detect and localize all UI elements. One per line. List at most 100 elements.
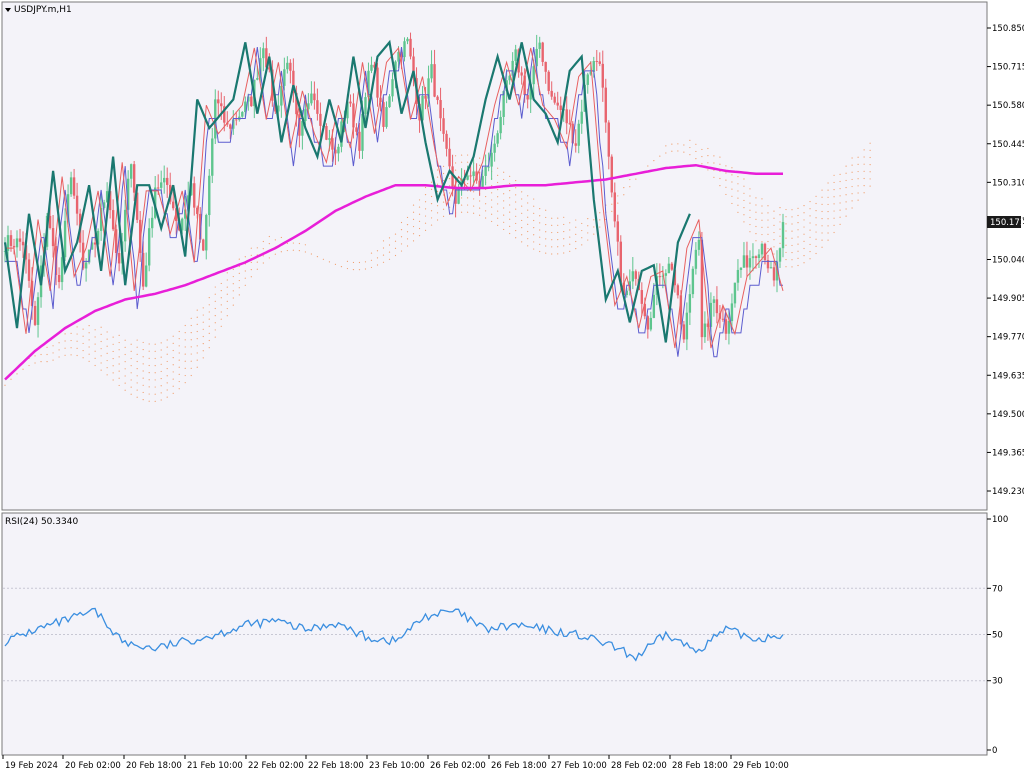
cloud-dot bbox=[533, 219, 535, 222]
cloud-dot bbox=[737, 190, 739, 192]
cloud-dot bbox=[803, 212, 805, 214]
cloud-dot bbox=[815, 238, 817, 240]
cloud-dot bbox=[148, 400, 150, 402]
cloud-dot bbox=[172, 371, 174, 373]
cloud-dot bbox=[298, 242, 300, 245]
cloud-dot bbox=[274, 253, 276, 255]
candle-body bbox=[6, 235, 10, 251]
candle-body bbox=[361, 113, 364, 151]
candle-body bbox=[295, 92, 298, 115]
cloud-dot bbox=[749, 195, 751, 197]
cloud-dot bbox=[118, 349, 120, 351]
cloud-dot bbox=[803, 205, 805, 207]
cloud-dot bbox=[563, 216, 565, 218]
cloud-dot bbox=[863, 156, 865, 158]
y-tick-label: 149.230 bbox=[992, 487, 1024, 497]
candle-body bbox=[715, 299, 719, 314]
rsi-tick-label: 50 bbox=[992, 631, 1003, 641]
cloud-dot bbox=[232, 297, 234, 299]
cloud-dot bbox=[815, 217, 817, 219]
cloud-dot bbox=[497, 189, 499, 191]
cloud-dot bbox=[88, 332, 90, 334]
cloud-dot bbox=[430, 195, 433, 198]
cloud-dot bbox=[803, 247, 805, 250]
candle-body bbox=[529, 84, 532, 100]
candle-body bbox=[241, 112, 244, 117]
candle-body bbox=[93, 242, 97, 245]
candle-body bbox=[733, 282, 737, 304]
candle-body bbox=[619, 241, 622, 283]
cloud-dot bbox=[184, 374, 186, 377]
cloud-dot bbox=[376, 257, 379, 259]
cloud-dot bbox=[473, 191, 475, 193]
cloud-dot bbox=[563, 230, 565, 233]
cloud-dot bbox=[785, 230, 787, 232]
cloud-dot bbox=[785, 244, 787, 246]
candle-body bbox=[319, 113, 322, 126]
cloud-dot bbox=[280, 251, 282, 253]
cloud-dot bbox=[773, 210, 775, 212]
cloud-dot bbox=[869, 171, 871, 173]
cloud-dot bbox=[430, 203, 433, 205]
candle-body bbox=[352, 103, 355, 128]
candle-body bbox=[469, 175, 472, 177]
cloud-dot bbox=[148, 350, 150, 352]
cloud-dot bbox=[731, 181, 733, 183]
candle-body bbox=[667, 263, 671, 274]
cloud-dot bbox=[178, 359, 180, 361]
cloud-dot bbox=[436, 183, 439, 185]
cloud-dot bbox=[400, 250, 403, 252]
cloud-dot bbox=[100, 369, 102, 371]
cloud-dot bbox=[815, 210, 817, 212]
cloud-dot bbox=[148, 393, 150, 395]
cloud-dot bbox=[454, 162, 457, 164]
cloud-dot bbox=[130, 350, 132, 352]
cloud-dot bbox=[394, 254, 397, 257]
cloud-dot bbox=[160, 392, 162, 394]
cloud-dot bbox=[767, 226, 769, 228]
cloud-dot bbox=[749, 188, 751, 190]
candle-body bbox=[556, 102, 559, 106]
cloud-dot bbox=[527, 209, 529, 211]
x-tick-label: 27 Feb 10:00 bbox=[551, 761, 607, 771]
candle-body bbox=[598, 61, 601, 64]
cloud-dot bbox=[821, 239, 823, 241]
candle-body bbox=[349, 101, 352, 104]
cloud-dot bbox=[124, 346, 126, 348]
cloud-dot bbox=[503, 221, 505, 223]
candle-body bbox=[697, 239, 701, 250]
symbol-dropdown-icon[interactable] bbox=[5, 8, 11, 12]
cloud-dot bbox=[400, 243, 403, 245]
cloud-dot bbox=[202, 321, 204, 323]
cloud-dot bbox=[136, 382, 138, 384]
candle-body bbox=[625, 290, 628, 296]
cloud-dot bbox=[412, 233, 415, 235]
candle-body bbox=[388, 96, 391, 108]
cloud-dot bbox=[749, 231, 751, 233]
cloud-dot bbox=[190, 317, 192, 319]
cloud-dot bbox=[791, 244, 793, 247]
cloud-dot bbox=[527, 195, 529, 197]
cloud-dot bbox=[509, 182, 511, 185]
candle-body bbox=[33, 305, 37, 325]
cloud-dot bbox=[226, 279, 228, 281]
cloud-dot bbox=[587, 225, 589, 227]
rsi-tick-label: 100 bbox=[992, 515, 1008, 525]
cloud-dot bbox=[497, 224, 499, 226]
cloud-dot bbox=[725, 172, 727, 174]
cloud-dot bbox=[136, 396, 138, 398]
cloud-dot bbox=[196, 345, 198, 347]
cloud-dot bbox=[821, 189, 823, 191]
cloud-dot bbox=[773, 239, 775, 241]
cloud-dot bbox=[725, 165, 727, 167]
candle-body bbox=[21, 241, 25, 246]
candle-body bbox=[706, 323, 710, 327]
cloud-dot bbox=[845, 172, 847, 174]
cloud-dot bbox=[839, 195, 841, 197]
candle-body bbox=[430, 64, 433, 79]
cloud-dot bbox=[827, 210, 829, 213]
candle-body bbox=[406, 38, 409, 42]
candle-body bbox=[60, 257, 64, 283]
cloud-dot bbox=[509, 225, 511, 227]
cloud-dot bbox=[82, 349, 84, 352]
